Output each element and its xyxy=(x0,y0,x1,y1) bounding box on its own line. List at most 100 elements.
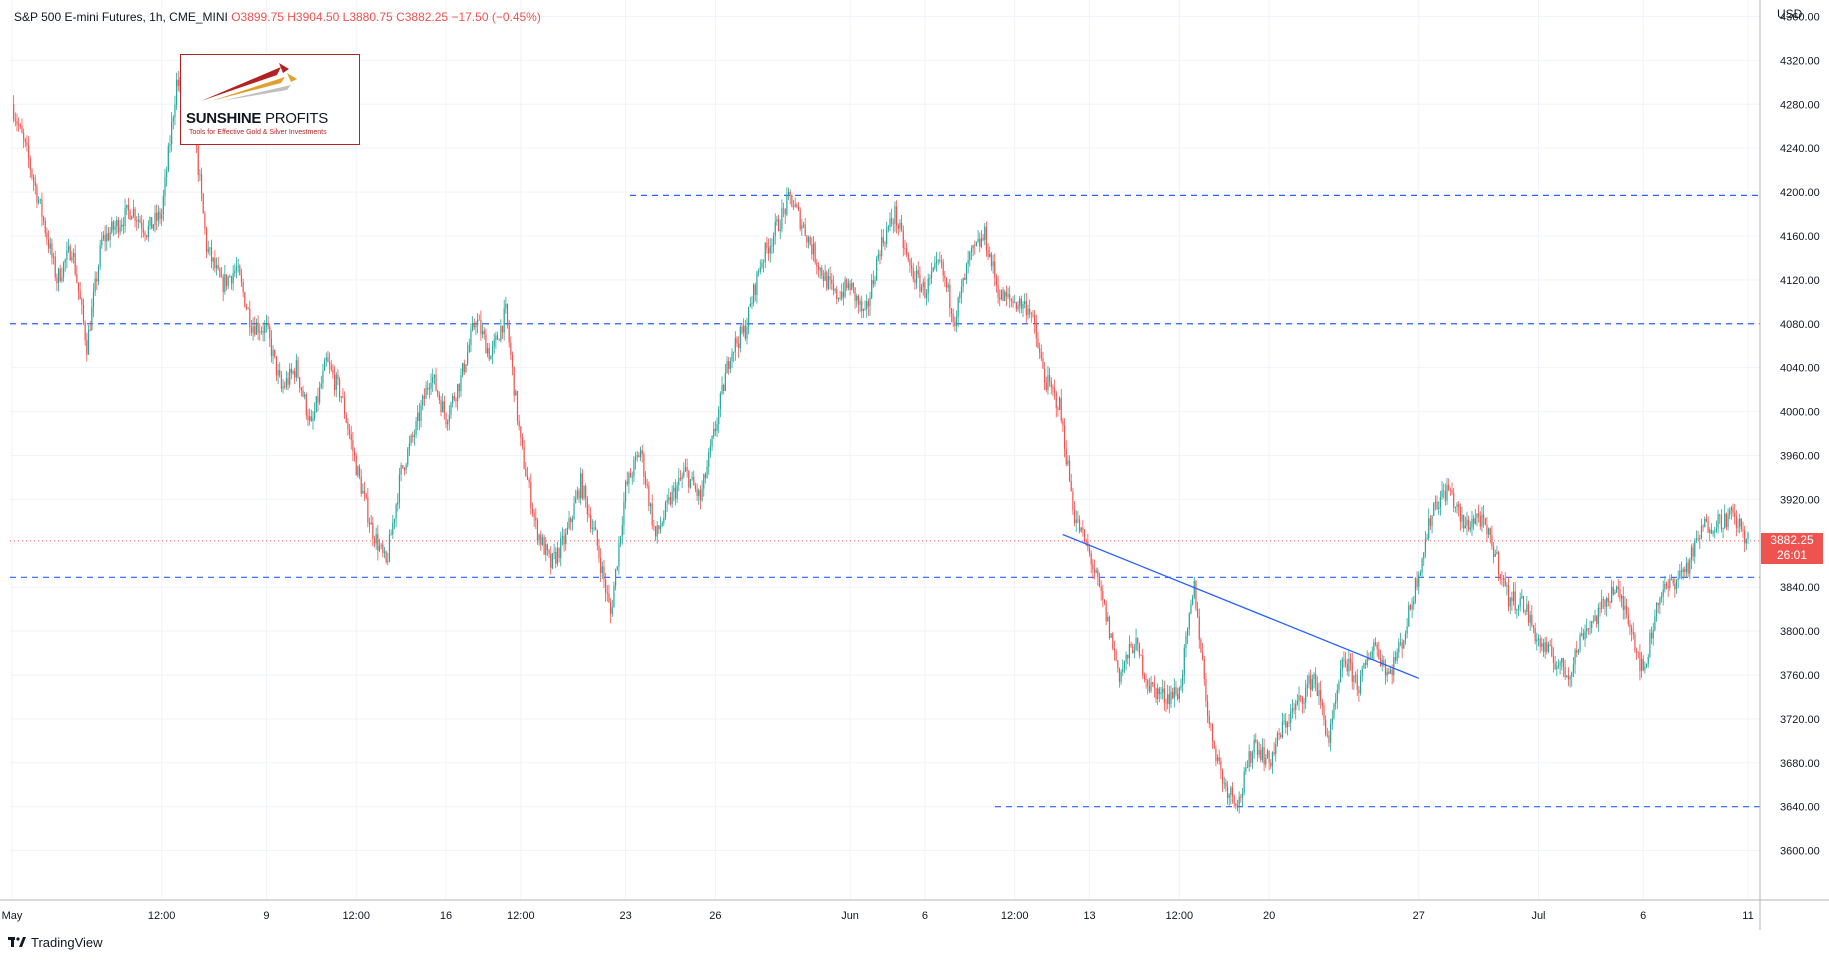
candle-body xyxy=(1652,630,1654,639)
candle-body xyxy=(1451,490,1453,494)
candle-body xyxy=(242,282,244,293)
candle-body xyxy=(706,466,708,478)
x-tick-label: 20 xyxy=(1263,910,1275,922)
candle-body xyxy=(460,375,462,392)
candle-body xyxy=(593,527,595,529)
candle-body xyxy=(41,199,43,218)
candle-body xyxy=(940,260,943,262)
candle-body xyxy=(718,409,720,425)
candle-body xyxy=(146,235,148,237)
candle-body xyxy=(1509,597,1511,607)
candle-body xyxy=(1301,696,1303,704)
currency-label[interactable]: USD xyxy=(1777,7,1803,21)
candle-body xyxy=(904,248,906,249)
candle-body xyxy=(373,538,376,544)
y-tick-label: 3960.00 xyxy=(1780,450,1820,462)
candle-body xyxy=(1082,527,1084,530)
candle-body xyxy=(1183,647,1185,675)
ohlc-open: O3899.75 xyxy=(231,10,284,24)
candle-body xyxy=(1629,624,1631,628)
candle-body xyxy=(478,319,480,321)
candle-body xyxy=(654,526,657,537)
candle-body xyxy=(149,217,151,226)
candle-body xyxy=(1295,704,1297,710)
x-tick-label: 26 xyxy=(709,910,721,922)
candle-body xyxy=(493,339,495,347)
candle-body xyxy=(1105,603,1107,621)
candle-body xyxy=(235,266,238,271)
candle-body xyxy=(1632,631,1634,635)
candle-body xyxy=(154,212,156,225)
candle-body xyxy=(829,276,831,280)
candle-body xyxy=(505,304,507,309)
candle-body xyxy=(724,373,726,391)
candle-body xyxy=(513,366,515,396)
candle-body xyxy=(164,177,166,197)
candle-body xyxy=(204,213,206,229)
candle-body xyxy=(1014,302,1016,304)
candle-body xyxy=(1088,547,1091,554)
candle-body xyxy=(500,325,502,341)
candle-body xyxy=(157,211,159,221)
y-tick-label: 3840.00 xyxy=(1780,582,1820,594)
candle-body xyxy=(1547,644,1550,652)
candle-body xyxy=(1383,660,1385,664)
candle-body xyxy=(1275,743,1277,755)
candle-body xyxy=(852,282,854,288)
candle-body xyxy=(1213,741,1215,749)
candle-body xyxy=(240,275,243,283)
candle-body xyxy=(405,464,407,471)
candle-body xyxy=(521,437,524,447)
candle-body xyxy=(274,349,276,357)
candle-body xyxy=(1162,688,1164,693)
candle-body xyxy=(1664,583,1666,590)
candle-body xyxy=(322,370,324,384)
candle-body xyxy=(629,472,632,478)
candle-body xyxy=(1621,595,1623,599)
candle-body xyxy=(709,446,711,453)
y-tick-label: 4360.00 xyxy=(1780,11,1820,23)
candle-body xyxy=(1594,615,1596,621)
candle-body xyxy=(1574,649,1576,665)
candle-body xyxy=(851,282,853,291)
candle-body xyxy=(1609,601,1611,603)
candle-body xyxy=(887,226,889,230)
ohlc-close: C3882.25 xyxy=(396,10,449,24)
candle-body xyxy=(595,527,597,531)
candle-body xyxy=(799,209,801,229)
candle-body xyxy=(1639,652,1641,672)
candle-body xyxy=(1338,682,1340,690)
candle-body xyxy=(270,338,273,357)
candle-body xyxy=(1687,562,1689,574)
candle-body xyxy=(643,453,645,477)
candle-body xyxy=(1110,633,1112,638)
candle-body xyxy=(774,221,776,236)
candle-body xyxy=(392,522,394,535)
candle-body xyxy=(1497,552,1500,575)
candle-body xyxy=(583,486,585,499)
candle-body xyxy=(696,489,698,496)
candle-body xyxy=(664,502,667,518)
candle-body xyxy=(831,279,833,284)
candle-body xyxy=(942,261,944,276)
candle-body xyxy=(1512,591,1515,602)
candle-body xyxy=(1125,655,1127,662)
candle-body xyxy=(97,266,100,282)
candle-body xyxy=(1211,723,1214,742)
candle-body xyxy=(571,519,573,523)
candle-body xyxy=(249,308,251,328)
candle-body xyxy=(1657,602,1659,605)
candle-body xyxy=(1270,762,1272,767)
candle-body xyxy=(689,479,692,488)
candle-body xyxy=(621,525,623,537)
candle-body xyxy=(1230,787,1232,795)
tradingview-brand[interactable]: TradingView xyxy=(8,935,103,950)
candle-body xyxy=(47,239,50,249)
candle-body xyxy=(87,329,90,355)
candle-body xyxy=(934,263,936,268)
candle-body xyxy=(555,552,557,564)
candle-body xyxy=(1433,503,1435,516)
y-tick-label: 4320.00 xyxy=(1780,55,1820,67)
